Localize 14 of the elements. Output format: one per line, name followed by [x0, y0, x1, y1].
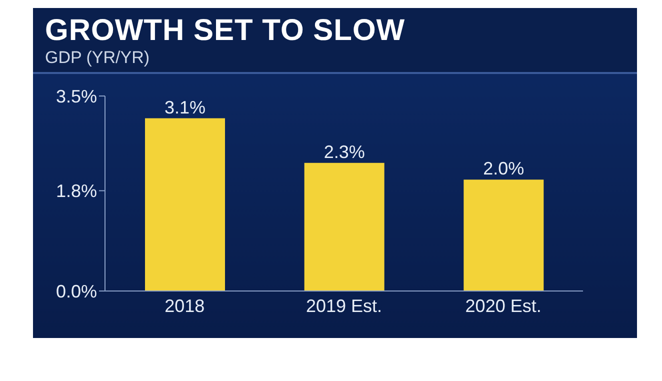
- y-tick-label: 1.8%: [56, 181, 97, 202]
- chart-title: GROWTH SET TO SLOW: [45, 14, 406, 48]
- data-label: 2.0%: [483, 158, 524, 179]
- bar: [304, 162, 384, 291]
- x-tick-label: 2020 Est.: [465, 296, 542, 316]
- x-tick-label: 2019 Est.: [306, 296, 382, 316]
- bar: [145, 118, 225, 291]
- y-tick-label: 0.0%: [56, 281, 97, 302]
- data-label: 3.1%: [164, 97, 206, 118]
- y-tick-label: 3.5%: [56, 86, 97, 106]
- chart-subtitle: GDP (YR/YR): [45, 48, 151, 68]
- data-label: 2.3%: [324, 142, 365, 162]
- bar: [464, 180, 544, 291]
- x-tick-label: 2018: [164, 296, 205, 316]
